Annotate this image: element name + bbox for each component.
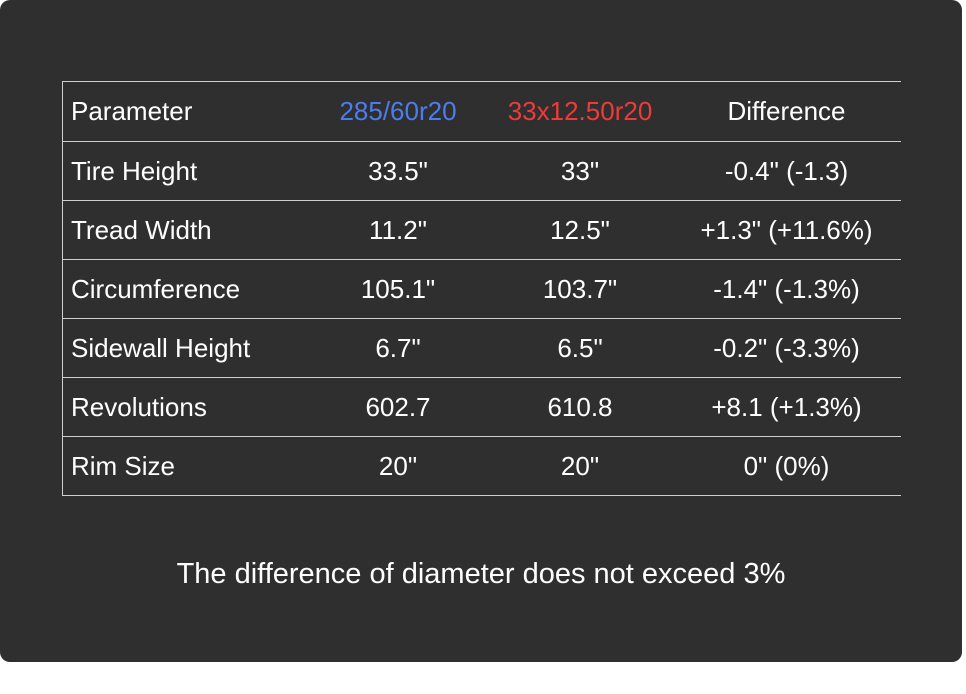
tire-b-value: 6.5": [557, 332, 603, 363]
tire-b-value: 12.5": [550, 214, 610, 245]
tire-a-value: 33.5": [368, 155, 428, 186]
header-parameter: Parameter: [71, 96, 193, 126]
difference-value: -1.4" (-1.3%): [713, 273, 860, 304]
difference-value: +1.3" (+11.6%): [700, 214, 873, 245]
diameter-difference-note: The difference of diameter does not exce…: [176, 558, 786, 590]
row-label: Sidewall Height: [71, 332, 251, 363]
tire-b-value: 20": [560, 450, 600, 481]
difference-value: 0" (0%): [743, 450, 830, 481]
table-row: Rim Size 20" 20" 0" (0%): [63, 437, 901, 496]
table-header-row: Parameter 285/60r20 33x12.50r20 Differen…: [63, 82, 901, 142]
table-row: Revolutions 602.7 610.8 +8.1 (+1.3%): [63, 378, 901, 437]
difference-value: -0.4" (-1.3): [724, 155, 849, 186]
row-label: Revolutions: [71, 391, 207, 422]
tire-a-value: 602.7: [365, 391, 431, 422]
header-tire-a: 285/60r20: [339, 96, 457, 126]
table-row: Sidewall Height 6.7" 6.5" -0.2" (-3.3%): [63, 319, 901, 378]
tire-comparison-table: Parameter 285/60r20 33x12.50r20 Differen…: [62, 81, 901, 496]
comparison-panel: Parameter 285/60r20 33x12.50r20 Differen…: [0, 0, 962, 662]
row-label: Tread Width: [71, 214, 212, 245]
header-difference: Difference: [727, 96, 846, 126]
table-row: Tire Height 33.5" 33" -0.4" (-1.3): [63, 142, 901, 201]
tire-b-value: 103.7": [542, 273, 618, 304]
table-row: Circumference 105.1" 103.7" -1.4" (-1.3%…: [63, 260, 901, 319]
header-tire-b: 33x12.50r20: [507, 96, 653, 126]
row-label: Rim Size: [71, 450, 176, 481]
row-label: Tire Height: [71, 155, 198, 186]
tire-b-value: 33": [560, 155, 600, 186]
tire-b-value: 610.8: [547, 391, 613, 422]
difference-value: +8.1 (+1.3%): [711, 391, 862, 422]
tire-a-value: 6.7": [375, 332, 421, 363]
tire-a-value: 105.1": [360, 273, 436, 304]
row-label: Circumference: [71, 273, 241, 304]
table-row: Tread Width 11.2" 12.5" +1.3" (+11.6%): [63, 201, 901, 260]
tire-a-value: 11.2": [369, 214, 427, 245]
tire-a-value: 20": [378, 450, 418, 481]
difference-value: -0.2" (-3.3%): [713, 332, 860, 363]
